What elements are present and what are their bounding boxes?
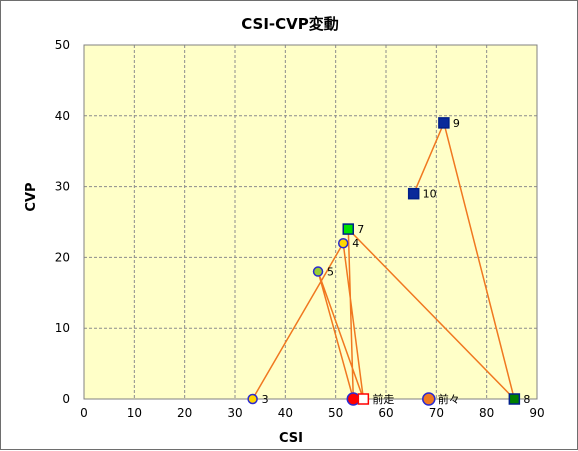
data-point — [342, 223, 354, 235]
data-point — [247, 393, 258, 405]
point-label: 7 — [357, 223, 364, 236]
point-label: 10 — [423, 188, 437, 201]
data-point — [312, 266, 324, 277]
x-tick-label: 70 — [429, 406, 444, 420]
y-tick-label: 50 — [55, 38, 70, 52]
extra-point — [346, 392, 361, 406]
y-tick-label: 0 — [62, 392, 70, 406]
point-label: 3 — [262, 393, 269, 406]
x-tick-label: 90 — [529, 406, 544, 420]
plot-background — [84, 45, 537, 399]
y-axis-title: CVP — [24, 182, 39, 211]
x-axis-title: CSI — [279, 431, 303, 446]
y-tick-label: 20 — [55, 250, 70, 264]
point-label: 前々 — [438, 392, 460, 406]
y-tick-label: 10 — [55, 321, 70, 335]
x-tick-label: 80 — [479, 406, 494, 420]
x-tick-label: 10 — [127, 406, 142, 420]
x-tick-label: 40 — [278, 406, 293, 420]
point-label: 4 — [352, 237, 359, 250]
data-point — [407, 187, 420, 200]
plot-border — [83, 44, 538, 400]
point-label: 9 — [453, 117, 460, 130]
data-point — [422, 392, 436, 406]
point-label: 5 — [327, 266, 334, 279]
data-point — [337, 237, 349, 249]
point-label: 8 — [523, 393, 530, 406]
x-tick-label: 50 — [328, 406, 343, 420]
point-label: 前走 — [372, 392, 394, 406]
chart-title: CSI-CVP変動 — [241, 15, 339, 33]
data-point — [438, 117, 450, 129]
plot-area: 0 10 20 30 40 50 60 70 80 90 0 10 20 30 40 50 3 4 5 7 8 9 10 前走… — [55, 38, 545, 420]
data-point — [357, 393, 370, 405]
y-tick-label: 30 — [55, 180, 70, 194]
y-tick-label: 40 — [55, 109, 70, 123]
x-tick-label: 0 — [80, 406, 88, 420]
x-tick-label: 30 — [227, 406, 242, 420]
x-tick-label: 20 — [177, 406, 192, 420]
data-point — [508, 393, 521, 405]
x-tick-label: 60 — [378, 406, 393, 420]
